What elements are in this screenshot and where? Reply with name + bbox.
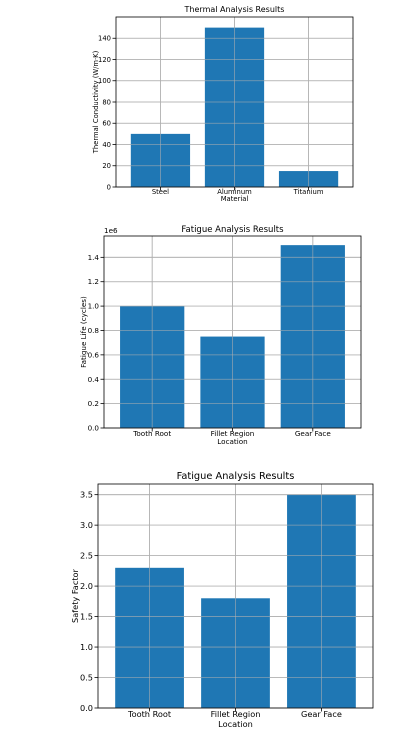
y-tick-label: 0.0 — [88, 424, 100, 433]
y-offset-label: 1e6 — [104, 226, 118, 235]
thermal-conductivity-chart: 0 20 40 60 80 100 120 140 Steel Aluminum Titanium T… — [92, 5, 354, 203]
x-axis-label: Material — [221, 195, 249, 203]
y-tick-label: 0.8 — [88, 326, 100, 335]
y-tick-label: 3.5 — [80, 490, 93, 500]
x-tick-label: Fillet Region — [211, 709, 261, 719]
y-tick-label: 3.0 — [80, 520, 93, 530]
x-axis-label: Location — [217, 437, 247, 446]
x-tick-label: Aluminum — [217, 188, 252, 196]
y-tick-label: 40 — [102, 141, 111, 149]
y-tick-label: 60 — [102, 120, 111, 128]
y-tick-label: 20 — [102, 162, 111, 170]
x-tick-label: Gear Face — [295, 429, 331, 438]
y-tick-label: 80 — [102, 98, 111, 106]
chart-title: Fatigue Analysis Results — [181, 225, 284, 235]
chart-title: Thermal Analysis Results — [184, 5, 285, 14]
y-tick-label: 1.0 — [80, 642, 93, 652]
y-tick-label: 140 — [98, 35, 111, 43]
y-tick-label: 0 — [107, 183, 111, 191]
y-axis-label: Fatigue Life (cycles) — [79, 296, 88, 368]
y-tick-label: 2.0 — [80, 581, 93, 591]
x-tick-label: Tooth Root — [132, 429, 171, 438]
y-tick-label: 0.0 — [80, 703, 93, 713]
y-tick-label: 0.4 — [88, 375, 100, 384]
y-tick-label: 1.5 — [80, 611, 93, 621]
y-tick-label: 0.2 — [88, 399, 99, 408]
safety-factor-chart: 0.0 0.5 1.0 1.5 2.0 2.5 3.0 3.5 Tooth Root Fillet… — [70, 471, 374, 729]
y-tick-label: 100 — [98, 77, 111, 85]
y-axis-label: Thermal Conductivity (W/m·K) — [92, 50, 100, 154]
y-tick-label: 1.2 — [88, 277, 99, 286]
x-tick-label: Tooth Root — [127, 709, 172, 719]
x-tick-label: Titanium — [293, 188, 324, 196]
x-tick-label: Fillet Region — [211, 429, 255, 438]
y-tick-label: 1.0 — [88, 302, 100, 311]
y-axis-label: Safety Factor — [70, 568, 80, 622]
chart-title: Fatigue Analysis Results — [177, 471, 295, 482]
y-tick-label: 1.4 — [88, 253, 100, 262]
y-tick-label: 2.5 — [80, 550, 93, 560]
fatigue-life-chart: 0.0 0.2 0.4 0.6 0.8 1.0 1.2 1.4 Tooth Root Fillet… — [79, 225, 362, 446]
y-tick-label: 0.5 — [80, 672, 93, 682]
x-tick-label: Steel — [152, 188, 169, 196]
y-tick-label: 0.6 — [88, 350, 100, 359]
y-tick-label: 120 — [98, 56, 111, 64]
x-tick-label: Gear Face — [301, 709, 342, 719]
x-axis-label: Location — [218, 719, 253, 729]
